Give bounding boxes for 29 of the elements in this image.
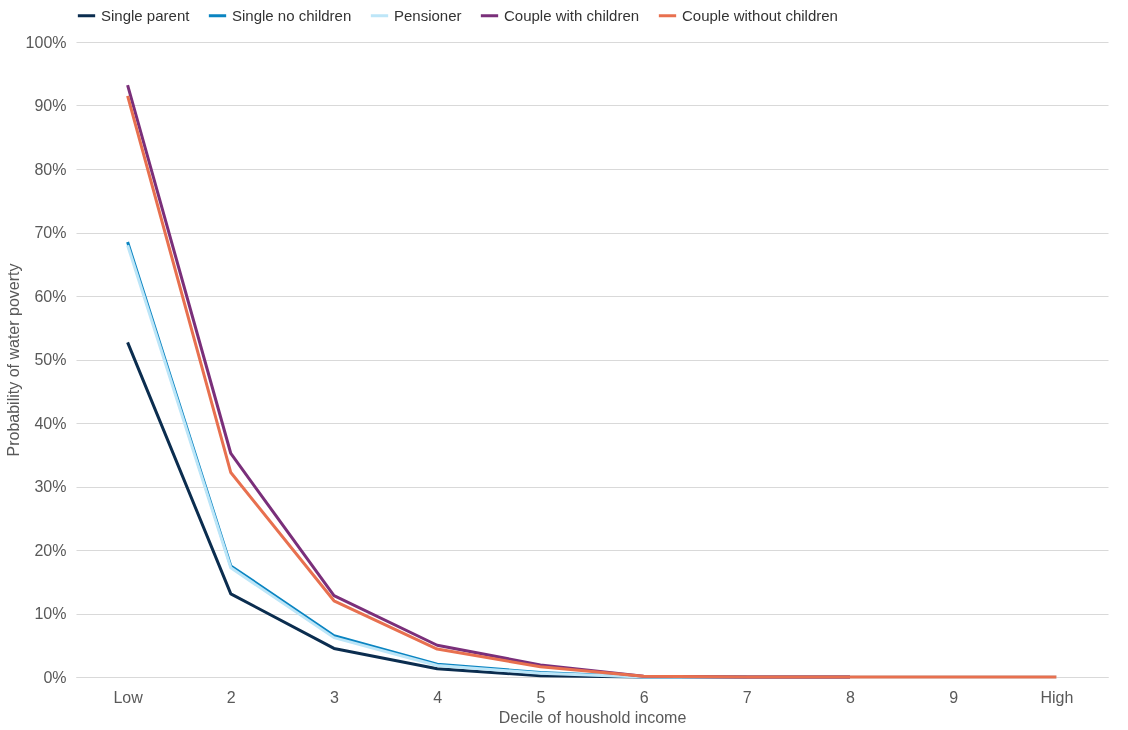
x-tick-label: 2 (226, 688, 236, 706)
y-axis-title: Probability of water poverty (4, 263, 22, 457)
x-tick-label: 5 (536, 688, 546, 706)
legend-label: Pensioner (394, 6, 462, 24)
legend-label: Couple with children (504, 6, 640, 24)
y-tick-label: 30% (34, 478, 67, 495)
y-tick-label: 100% (25, 33, 67, 51)
y-tick-label: 50% (34, 351, 67, 368)
y-tick-label: 20% (34, 541, 67, 559)
y-tick-label: 60% (34, 287, 67, 305)
line-series (126, 94, 1058, 679)
x-tick-label: High (1040, 688, 1074, 706)
y-tick-label: 70% (34, 224, 67, 241)
x-tick-label: 8 (846, 688, 856, 706)
legend-label: Couple without children (682, 6, 838, 24)
y-tick-label: 10% (34, 605, 67, 622)
x-tick-label: Low (113, 688, 144, 706)
x-axis-title: Decile of houshold income (498, 708, 687, 726)
legend-label: Single parent (101, 6, 191, 24)
y-tick-label: 80% (34, 160, 67, 178)
legend-label: Single no children (232, 6, 352, 24)
x-tick-label: 4 (433, 688, 443, 706)
x-tick-label: 3 (330, 688, 340, 706)
y-tick-label: 0% (43, 668, 67, 686)
x-tick-label: 6 (639, 688, 649, 706)
y-tick-label: 40% (34, 414, 67, 432)
y-tick-label: 90% (34, 97, 67, 114)
x-tick-label: 9 (949, 688, 959, 706)
x-tick-label: 7 (742, 688, 752, 706)
